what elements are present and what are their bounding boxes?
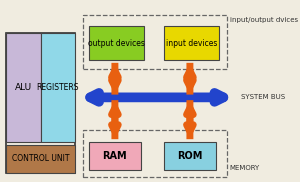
Bar [88,142,141,170]
Text: CONTROL UNIT: CONTROL UNIT [12,154,69,163]
Text: input devices: input devices [166,39,217,48]
Bar [82,15,226,69]
Bar [88,26,144,60]
Bar [164,142,216,170]
Text: SYSTEM BUS: SYSTEM BUS [241,94,285,100]
Bar [6,33,75,173]
Bar [6,33,40,142]
Bar [164,26,219,60]
Text: output devices: output devices [88,39,145,48]
Text: RAM: RAM [102,151,127,161]
Text: REGISTERS: REGISTERS [37,83,79,92]
Text: MEMORY: MEMORY [230,165,260,171]
Text: input/output dvices: input/output dvices [230,17,298,23]
Bar [40,33,75,142]
Bar [82,130,226,177]
Text: ALU: ALU [15,83,32,92]
Bar [6,145,75,173]
Text: ROM: ROM [177,151,203,161]
